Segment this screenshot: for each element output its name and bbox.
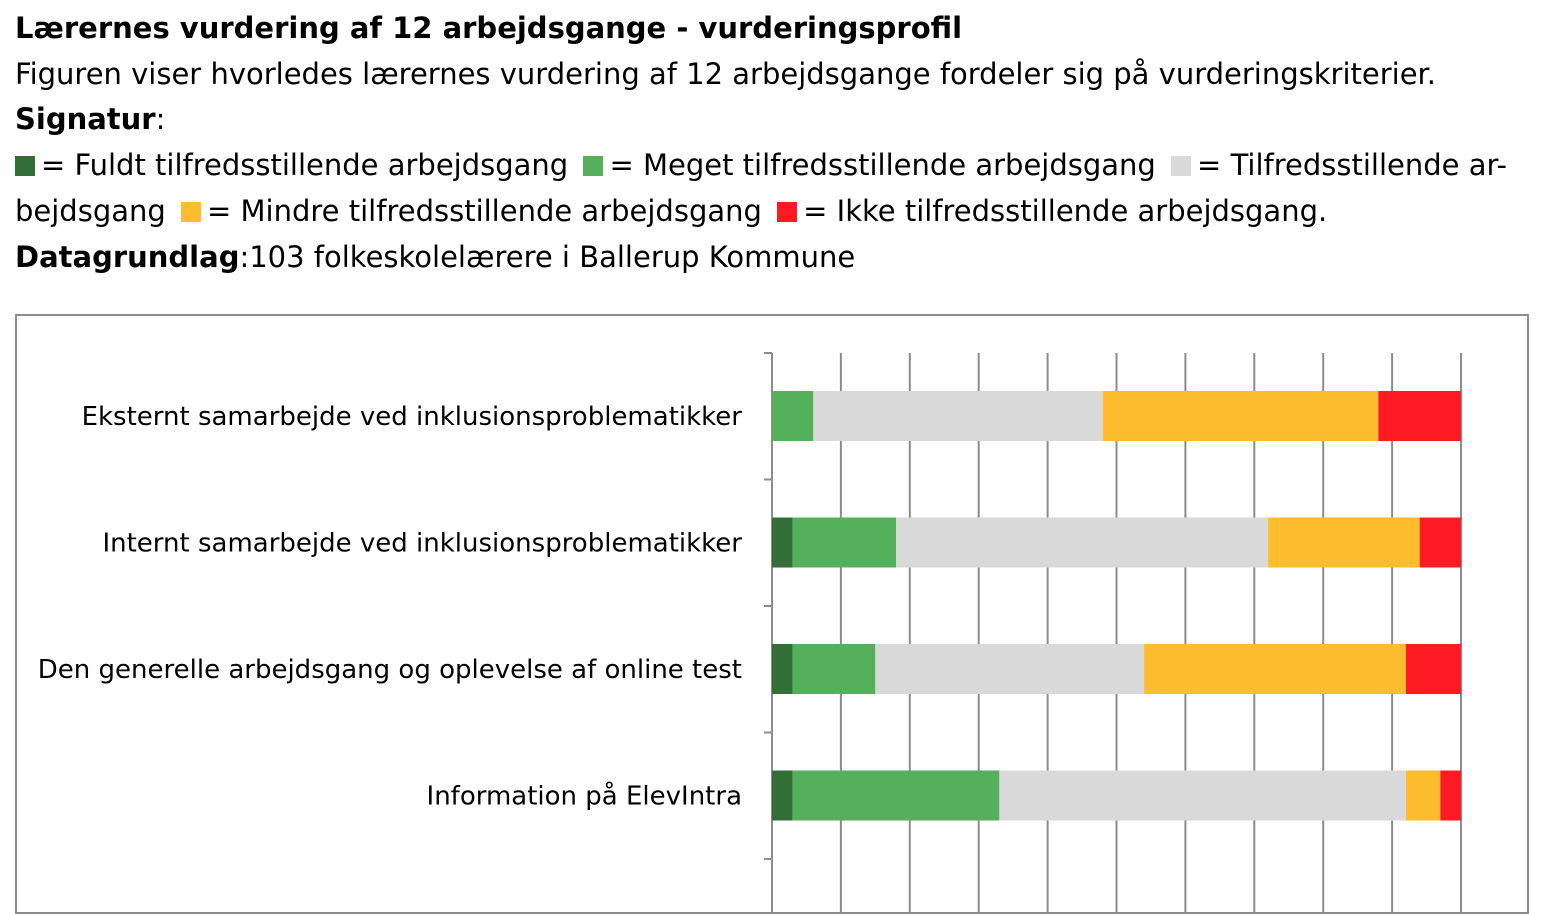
- bar-segment-0-3: [1102, 391, 1379, 441]
- bar-segment-3-0: [772, 770, 793, 821]
- bar-segment-3-2: [999, 770, 1406, 821]
- bar-segment-2-3: [1144, 644, 1406, 694]
- mindre-swatch: [181, 202, 202, 222]
- bar-segment-2-2: [875, 644, 1145, 694]
- category-label-2: Den generelle arbejdsgang og oplevelse a…: [38, 655, 742, 685]
- bar-segment-2-1: [792, 644, 876, 694]
- legend-tilfreds: = Tilfredsstillende ar-: [1197, 148, 1507, 182]
- legend-tilfreds-cont: bejdsgang: [15, 194, 166, 228]
- category-label-1: Internt samarbejde ved inklusionsproblem…: [102, 529, 742, 559]
- ikke-swatch: [777, 202, 798, 222]
- chart-frame: Eksternt samarbejde ved inklusionsproble…: [15, 314, 1529, 914]
- bar-segment-1-3: [1268, 517, 1420, 568]
- bar-segment-3-4: [1440, 770, 1461, 821]
- bar-segment-2-0: [772, 644, 793, 694]
- bar-segment-1-1: [792, 517, 897, 568]
- tilfreds-swatch: [1171, 156, 1192, 176]
- bar-segment-3-3: [1405, 770, 1441, 821]
- legend-ikke: = Ikke tilfredsstillende arbejdsgang.: [803, 194, 1328, 228]
- bar-segment-0-4: [1378, 391, 1461, 441]
- datagrundlag-line: Datagrundlag:103 folkeskolelærere i Ball…: [15, 239, 1536, 275]
- legend-meget: = Meget tilfredsstillende arbejdsgang: [609, 148, 1156, 182]
- fuldt-swatch: [15, 156, 35, 176]
- bar-segment-1-4: [1419, 517, 1461, 568]
- signatur-colon: :: [155, 102, 166, 136]
- bar-segment-2-4: [1405, 644, 1461, 694]
- bar-segment-0-2: [813, 391, 1103, 441]
- legend-mindre: = Mindre tilfredsstillende arbejdsgang: [207, 194, 762, 228]
- legend-line-1: = Fuldt tilfredsstillende arbejdsgang = …: [15, 147, 1536, 183]
- legend-fuldt: = Fuldt tilfredsstillende arbejdsgang: [41, 148, 569, 182]
- bar-segment-0-1: [772, 391, 814, 441]
- legend-line-2: bejdsgang = Mindre tilfredsstillende arb…: [15, 193, 1536, 229]
- category-label-0: Eksternt samarbejde ved inklusionsproble…: [82, 402, 743, 432]
- stacked-bar-chart: Eksternt samarbejde ved inklusionsproble…: [38, 352, 1462, 912]
- datagrundlag-label: Datagrundlag: [15, 240, 240, 274]
- category-label-3: Information på ElevIntra: [427, 781, 742, 812]
- bar-segment-1-2: [896, 517, 1269, 568]
- datagrundlag-value: :103 folkeskolelærere i Ballerup Kommune: [239, 240, 856, 274]
- signatur-label: Signatur: [15, 102, 156, 136]
- page-title: Lærernes vurdering af 12 arbejdsgange - …: [15, 11, 963, 45]
- figure-description: Figuren viser hvorledes lærernes vurderi…: [15, 57, 1437, 91]
- bar-segment-3-1: [792, 770, 1000, 821]
- bar-segment-1-0: [772, 517, 793, 568]
- signatur-heading: Signatur:: [15, 101, 1536, 137]
- meget-swatch: [583, 156, 604, 176]
